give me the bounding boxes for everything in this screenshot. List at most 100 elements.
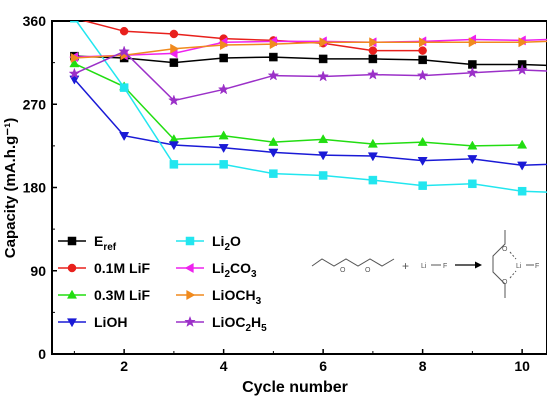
series-line [73, 78, 547, 167]
data-point [318, 54, 328, 64]
legend-label: 0.1M LiF [94, 260, 150, 276]
y-tick-label: 270 [23, 96, 47, 112]
legend-marker [67, 263, 77, 273]
legend-label: Li2O [212, 233, 241, 253]
data-point [169, 58, 179, 67]
x-axis-ticks: 2 4 6 8 10 [73, 349, 530, 374]
data-point [368, 175, 378, 185]
data-point [368, 46, 378, 55]
data-point [119, 26, 129, 36]
legend-label-sub: 2 [245, 323, 251, 334]
legend-marker [66, 289, 78, 299]
x-tick-label: 4 [220, 358, 228, 374]
legend-item: Li2O [176, 233, 241, 253]
data-point [318, 171, 328, 180]
legend-label: LiOH [94, 314, 127, 330]
legend-label-base: LiOH [94, 314, 127, 330]
data-point [418, 37, 428, 48]
legend-label-tail-sub: 3 [251, 269, 257, 280]
series-0-3m-lif [69, 58, 528, 150]
legend-marker [184, 262, 194, 274]
legend-label-base: Li [212, 233, 224, 249]
data-point [418, 181, 427, 190]
series-layer [68, 21, 547, 196]
x-tick-label: 10 [514, 358, 530, 374]
series-lioc2h5 [68, 45, 547, 106]
legend-marker [67, 236, 77, 246]
inset-plus: + [402, 259, 409, 273]
data-point [367, 68, 379, 80]
x-tick-label: 2 [120, 358, 128, 374]
y-axis-title: Capacity (mA.h.g⁻¹) [2, 118, 19, 258]
data-point [367, 152, 378, 162]
inset-ether-chain [311, 258, 395, 267]
data-point [119, 83, 129, 92]
y-tick-label: 0 [38, 346, 46, 362]
series-line [82, 21, 423, 52]
data-point [318, 151, 329, 161]
data-point [218, 130, 229, 140]
inset-coord-bond-2 [509, 270, 517, 279]
data-point [168, 94, 180, 106]
data-point [119, 132, 130, 142]
legend-label-base: 0.1M LiF [94, 260, 150, 276]
data-point [317, 70, 329, 82]
series-lioch3 [70, 37, 547, 64]
data-point [269, 39, 279, 50]
inset-atom-li: Li [421, 263, 427, 270]
legend-item: Li2CO3 [176, 260, 257, 280]
data-point [118, 45, 130, 57]
legend-label: Eref [94, 233, 117, 253]
data-point [467, 155, 478, 165]
series-line [75, 21, 547, 193]
legend-label-base: LiOC [212, 314, 245, 330]
data-point [169, 29, 179, 39]
data-point [517, 139, 528, 149]
legend-label-tail: O [230, 233, 241, 249]
data-point [219, 160, 228, 169]
data-point [169, 160, 179, 169]
inset-arrow-head [475, 261, 482, 269]
series-line [74, 40, 547, 59]
data-point [466, 66, 479, 78]
data-point [268, 136, 279, 146]
inset-atom-o1: O [340, 267, 346, 274]
legend-label-base: LiOCH [212, 287, 256, 303]
data-point [467, 140, 478, 150]
data-point [417, 157, 428, 166]
data-point [368, 54, 378, 64]
legend-marker [184, 315, 196, 327]
inset-chelate-ring [492, 230, 506, 298]
data-point [267, 69, 280, 81]
y-axis-ticks: 0 90 180 270 360 [23, 13, 57, 362]
legend-item: 0.3M LiF [58, 287, 150, 303]
x-axis-title: Cycle number [242, 379, 348, 396]
data-point [68, 67, 81, 79]
legend-label-base: Li [212, 260, 224, 276]
legend-label-sub: 3 [256, 296, 262, 307]
data-point [170, 43, 180, 54]
data-point [517, 161, 528, 171]
legend-label-sub: 2 [224, 269, 230, 280]
data-point [268, 148, 279, 158]
legend-label: LiOC2H5 [212, 314, 267, 334]
inset-atom-li2: Li [516, 263, 522, 270]
data-point [168, 141, 179, 151]
data-point [269, 52, 278, 62]
data-point [468, 37, 478, 48]
data-point [516, 63, 528, 75]
data-point [219, 40, 229, 51]
data-point [417, 136, 428, 146]
data-point [418, 55, 427, 65]
data-point [367, 138, 378, 148]
y-tick-label: 180 [23, 180, 47, 196]
inset-atom-o3: O [502, 246, 508, 253]
y-tick-label: 360 [23, 13, 47, 29]
legend-marker [66, 318, 78, 328]
legend-marker [185, 236, 195, 246]
data-point [518, 37, 528, 48]
y-tick-label: 90 [30, 263, 46, 279]
legend-label-tail: H [251, 314, 261, 330]
data-point [69, 58, 80, 68]
